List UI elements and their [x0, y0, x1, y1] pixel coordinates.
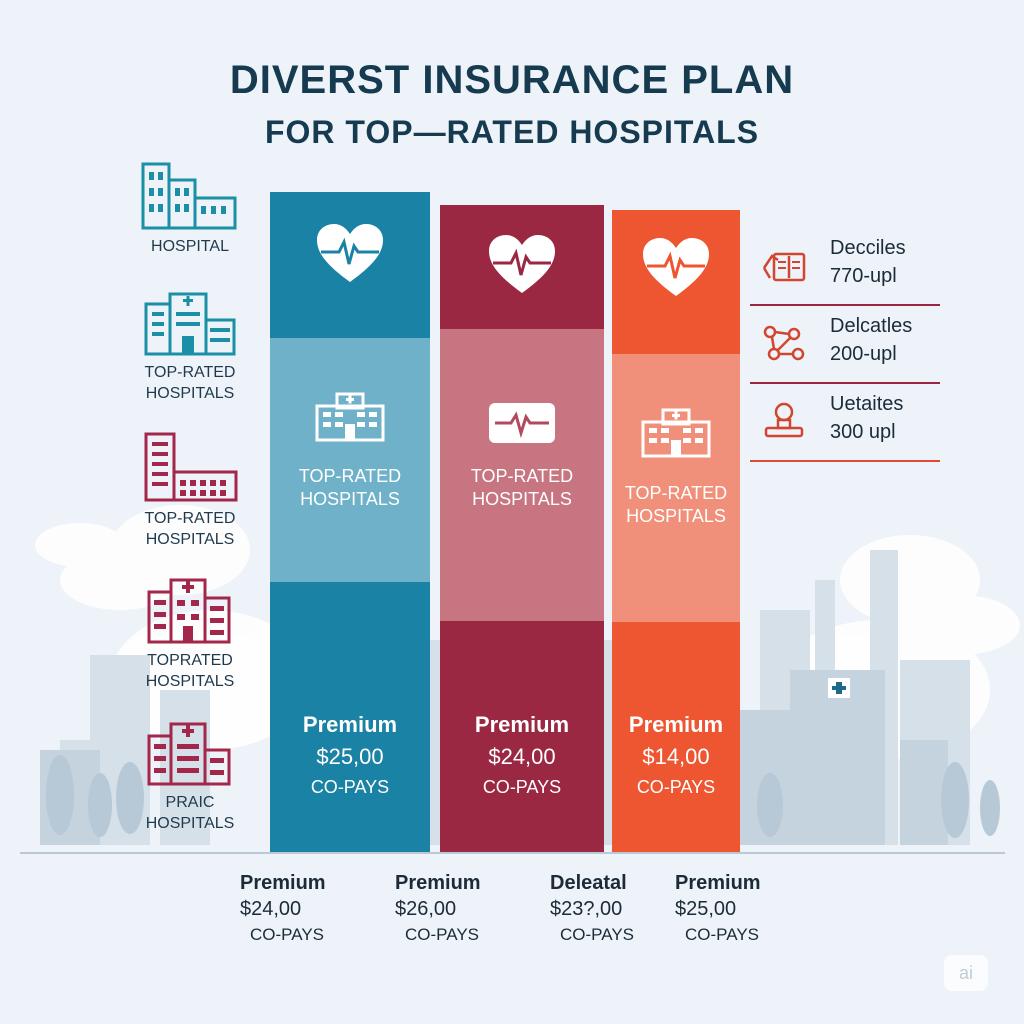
- bottom-copays: CO-PAYS: [405, 925, 479, 944]
- bottom-plan-4: Premium $25,00 CO-PAYS: [675, 870, 761, 948]
- right-item: Delcatles 200-upl: [750, 306, 940, 384]
- bottom-label: Premium: [395, 872, 481, 894]
- heart-rate-icon: [489, 235, 555, 293]
- plan-column-3[interactable]: TOP-RATED HOSPITALS Premium $14,00 CO-PA…: [612, 210, 740, 852]
- left-item-label: TOP-RATED HOSPITALS: [144, 364, 236, 402]
- left-item-label: PRAIC HOSPITALS: [145, 794, 235, 832]
- copays-label: CO-PAYS: [482, 777, 562, 797]
- network-icon: [763, 325, 805, 361]
- building-icon: [141, 162, 237, 230]
- premium-label: Premium: [302, 712, 398, 737]
- bottom-price: $24,00: [240, 898, 302, 920]
- building-icon: [144, 432, 238, 502]
- copays-label: CO-PAYS: [636, 777, 716, 797]
- premium-block: Premium $24,00 CO-PAYS: [440, 710, 604, 800]
- column-label: TOP-RATED HOSPITALS: [624, 483, 728, 526]
- left-item-label: HOSPITAL: [151, 238, 229, 255]
- stamp-icon: [764, 402, 804, 438]
- premium-price: $25,00: [316, 744, 384, 769]
- bottom-price: $26,00: [395, 898, 457, 920]
- right-item-title: Decciles: [830, 237, 906, 259]
- premium-label: Premium: [628, 712, 724, 737]
- bottom-label: Premium: [240, 872, 326, 894]
- hospital-icon: [315, 392, 385, 442]
- right-item: Uetaites 300 upl: [750, 384, 940, 462]
- left-item-hospital: HOSPITAL: [120, 160, 260, 257]
- page-subtitle: FOR TOP—RATED HOSPITALS: [264, 114, 760, 150]
- left-item-top-rated-3: TOPRATED HOSPITALS: [120, 576, 260, 692]
- bottom-plan-2: Premium $26,00 CO-PAYS: [395, 870, 481, 948]
- right-item-value: 300 upl: [830, 421, 896, 443]
- bottom-label: Deleatal: [550, 872, 627, 894]
- hospital-icon: [147, 722, 231, 786]
- copays-label: CO-PAYS: [310, 777, 390, 797]
- premium-price: $24,00: [488, 744, 556, 769]
- bottom-price: $23?,00: [550, 898, 623, 920]
- left-item-label: TOP-RATED HOSPITALS: [144, 510, 236, 548]
- left-item-top-rated-2: TOP-RATED HOSPITALS: [120, 432, 260, 550]
- left-item-top-rated-1: TOP-RATED HOSPITALS: [120, 290, 260, 404]
- ai-badge: ai: [944, 955, 988, 991]
- premium-block: Premium $25,00 CO-PAYS: [270, 710, 430, 800]
- hospital-icon: [147, 578, 231, 644]
- ground-line: [20, 852, 1005, 854]
- premium-label: Premium: [474, 712, 570, 737]
- right-item-value: 770-upl: [830, 265, 897, 287]
- right-item: Decciles 770-upl: [750, 228, 940, 306]
- monitor-heart-icon: [489, 403, 555, 443]
- bottom-plan-1: Premium $24,00 CO-PAYS: [240, 870, 326, 948]
- column-label: TOP-RATED HOSPITALS: [298, 466, 402, 509]
- hospital-icon: [144, 292, 236, 356]
- right-item-title: Delcatles: [830, 315, 913, 337]
- page-title: DIVERST INSURANCE PLAN: [229, 58, 795, 102]
- column-label: TOP-RATED HOSPITALS: [470, 466, 574, 509]
- plan-column-2[interactable]: TOP-RATED HOSPITALS Premium $24,00 CO-PA…: [440, 205, 604, 852]
- right-feature-list: Decciles 770-upl Delcatles 200-upl Uetai…: [750, 228, 940, 462]
- bottom-copays: CO-PAYS: [560, 925, 634, 944]
- right-item-title: Uetaites: [830, 393, 904, 415]
- city-skyline-background: [35, 505, 1020, 845]
- bottom-plan-3: Deleatal $23?,00 CO-PAYS: [550, 870, 634, 948]
- heart-rate-icon: [643, 238, 709, 296]
- premium-block: Premium $14,00 CO-PAYS: [612, 710, 740, 800]
- right-item-value: 200-upl: [830, 343, 897, 365]
- documents-icon: [762, 252, 806, 282]
- left-item-praic: PRAIC HOSPITALS: [120, 720, 260, 834]
- premium-price: $14,00: [642, 744, 710, 769]
- bottom-price: $25,00: [675, 898, 737, 920]
- bottom-label: Premium: [675, 872, 761, 894]
- bottom-copays: CO-PAYS: [250, 925, 324, 944]
- plan-column-1[interactable]: TOP-RATED HOSPITALS Premium $25,00 CO-PA…: [270, 192, 430, 852]
- heart-rate-icon: [317, 224, 383, 282]
- left-item-label: TOPRATED HOSPITALS: [145, 652, 235, 690]
- hospital-icon: [641, 408, 711, 458]
- bottom-copays: CO-PAYS: [685, 925, 759, 944]
